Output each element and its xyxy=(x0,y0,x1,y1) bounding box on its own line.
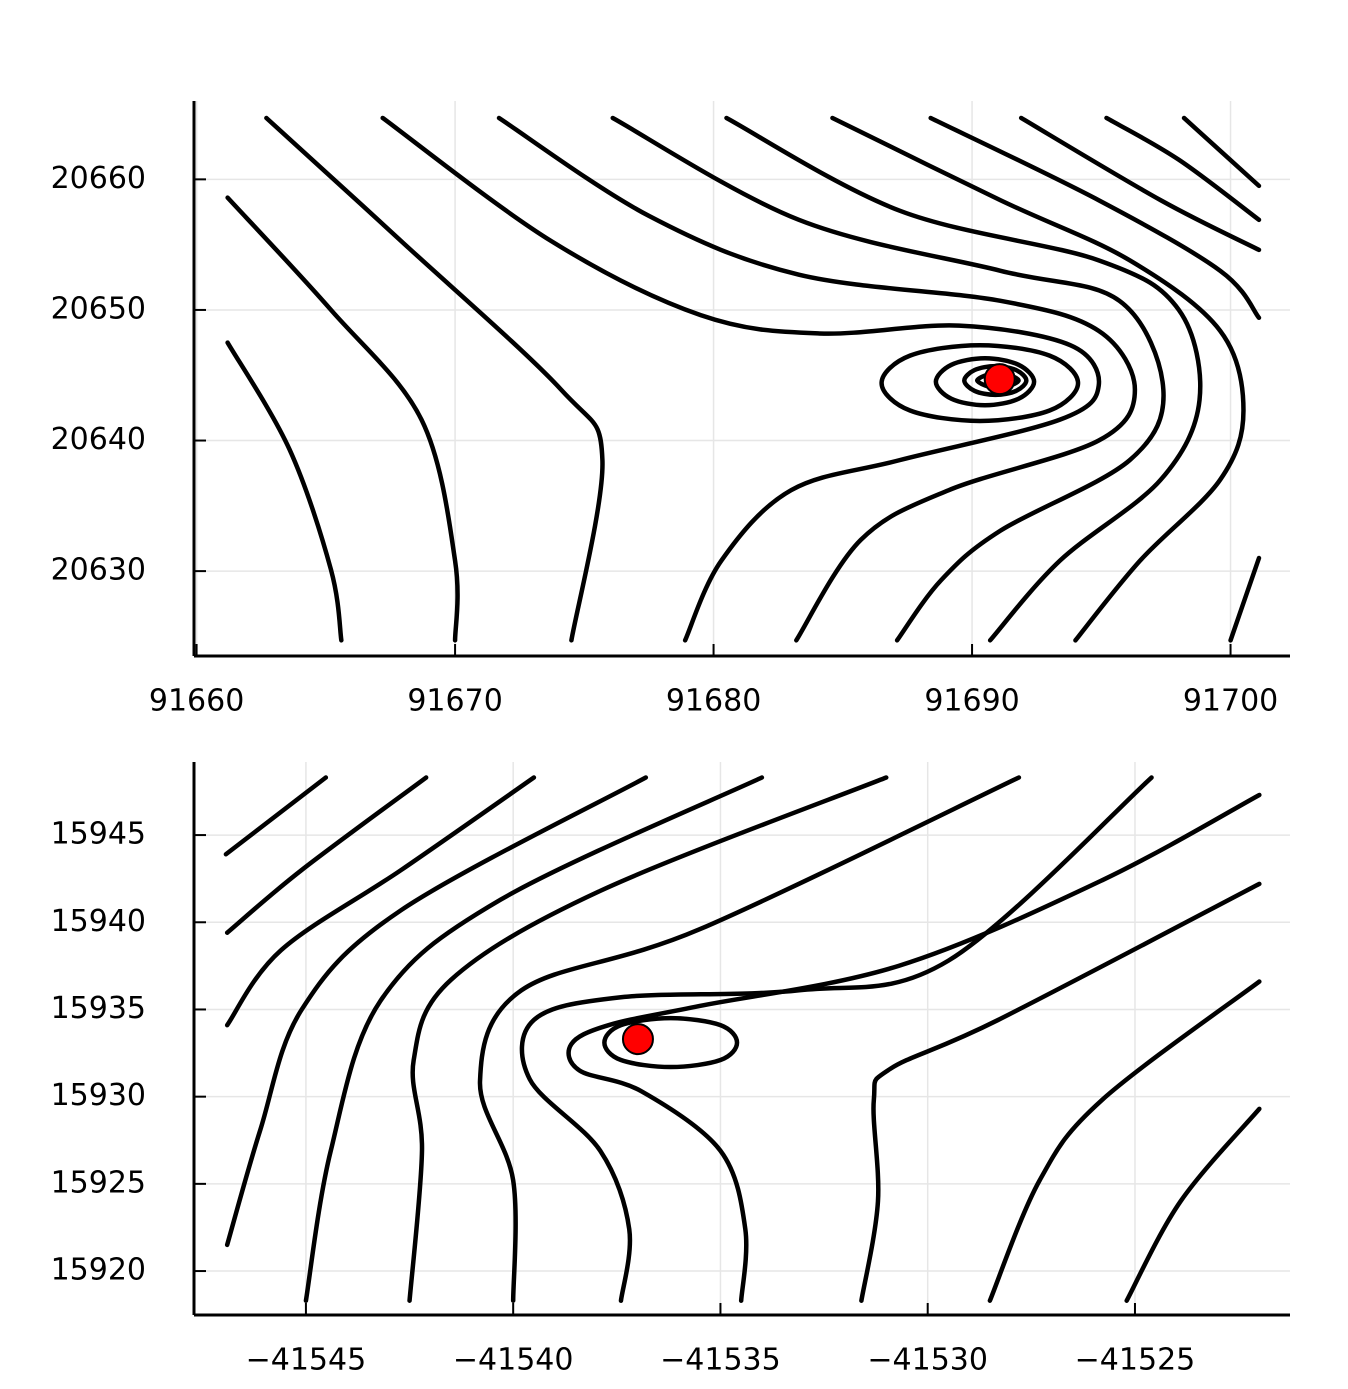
contour-line xyxy=(1104,115,1262,223)
contour-line xyxy=(519,775,1154,1303)
x-tick-label: −41540 xyxy=(453,1343,574,1378)
contour-line xyxy=(928,115,1262,321)
contour-line xyxy=(224,775,649,1248)
contour-line xyxy=(264,115,605,643)
contour-line xyxy=(496,115,1138,643)
y-tick-label: 15940 xyxy=(51,904,146,939)
contour-line xyxy=(602,1015,740,1070)
contour-line xyxy=(859,881,1262,1303)
x-tick-label: 91660 xyxy=(149,684,244,719)
contour-line xyxy=(224,775,537,1028)
x-tick-label: −41545 xyxy=(246,1343,367,1378)
contour-line xyxy=(303,775,765,1303)
point-marker xyxy=(983,363,1016,396)
contour-line xyxy=(225,340,344,643)
y-tick-label: 20640 xyxy=(51,422,146,457)
contour-line xyxy=(477,775,1022,1303)
contour-line xyxy=(1124,1106,1262,1303)
contour-line xyxy=(1018,115,1262,253)
y-tick-label: 20660 xyxy=(51,161,146,196)
point-marker xyxy=(621,1023,654,1056)
contour-line xyxy=(987,979,1262,1303)
x-tick-label: −41535 xyxy=(660,1343,781,1378)
contour-line xyxy=(380,115,1102,643)
contour-line xyxy=(223,775,329,857)
y-tick-label: 15920 xyxy=(51,1253,146,1288)
x-tick-label: −41525 xyxy=(1075,1343,1196,1378)
contour-line xyxy=(566,792,1262,1303)
x-tick-label: 91680 xyxy=(666,684,761,719)
contour-line xyxy=(830,115,1246,643)
x-tick-label: 91700 xyxy=(1183,684,1278,719)
contour-line xyxy=(933,356,1037,408)
contour-line xyxy=(1181,115,1262,189)
contour-line xyxy=(225,195,460,643)
contour-line xyxy=(407,775,889,1303)
x-tick-label: 91690 xyxy=(924,684,1019,719)
y-tick-label: 15930 xyxy=(51,1078,146,1113)
x-tick-label: −41530 xyxy=(867,1343,988,1378)
y-tick-label: 15945 xyxy=(51,817,146,852)
y-tick-label: 20630 xyxy=(51,553,146,588)
y-tick-label: 15935 xyxy=(51,991,146,1026)
y-tick-label: 20650 xyxy=(51,291,146,326)
contour-line xyxy=(879,342,1081,424)
y-tick-label: 15925 xyxy=(51,1165,146,1200)
x-tick-label: 91670 xyxy=(407,684,502,719)
contour-line xyxy=(224,775,429,935)
contour-line xyxy=(724,115,1203,643)
contour-line xyxy=(1228,555,1262,643)
contour-line xyxy=(610,115,1166,643)
